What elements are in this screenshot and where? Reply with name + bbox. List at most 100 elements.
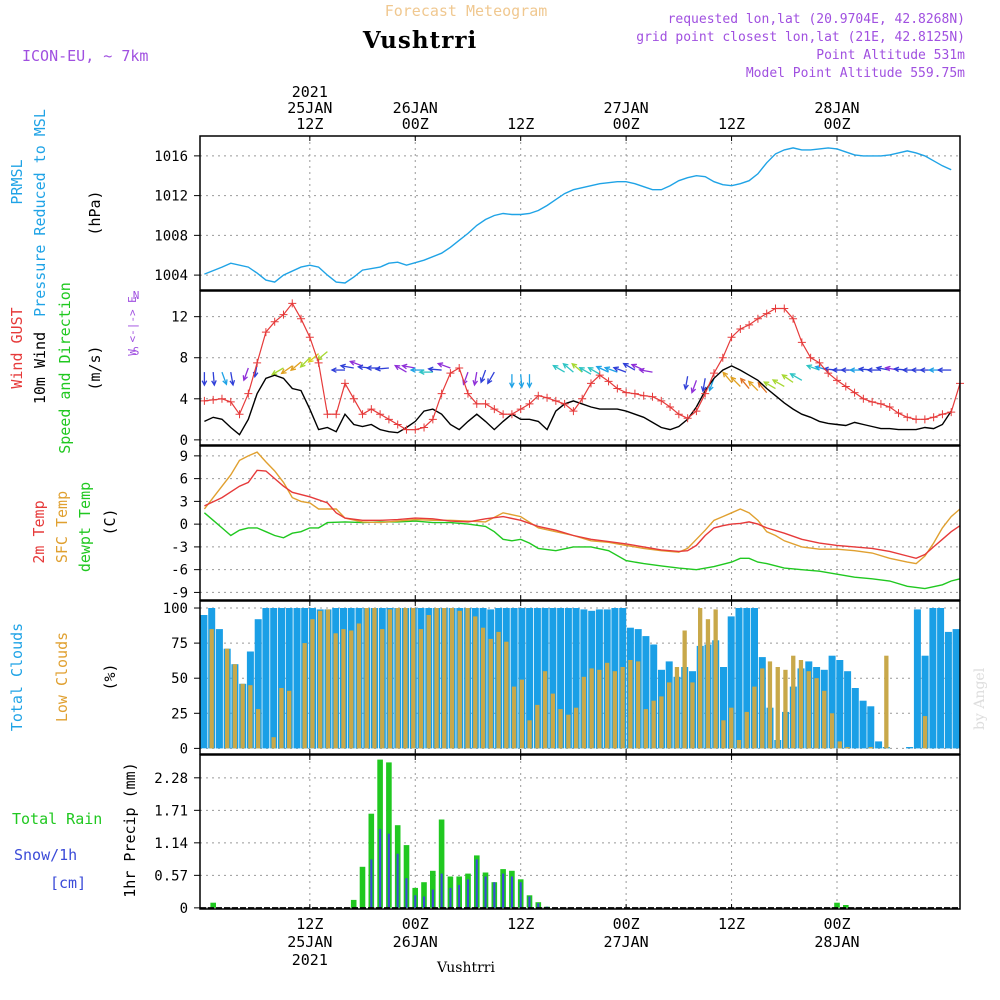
wind-arrow	[479, 369, 487, 384]
gust-marker	[639, 391, 648, 400]
wind-arrow-shaft	[487, 371, 495, 384]
wind-arrow	[603, 366, 618, 373]
cloud-bar-total	[642, 636, 650, 749]
wind-arrow-head	[919, 367, 926, 373]
cloud-bar-low	[364, 608, 369, 749]
cloud-bar-low	[612, 671, 617, 749]
wind-arrow	[393, 364, 407, 373]
axis-label-total-clouds: Total Clouds	[8, 623, 26, 731]
cloud-bar-low	[504, 641, 509, 749]
cloud-bar-total	[921, 655, 929, 749]
wind-arrow	[805, 364, 820, 371]
cloud-bar-low	[775, 667, 780, 749]
axis-label-snow: Snow/1h	[14, 846, 77, 864]
cloud-bar-low	[845, 747, 850, 749]
wind-arrow	[730, 376, 741, 387]
gust-marker	[393, 420, 402, 429]
cloud-bar-low	[558, 709, 563, 749]
y-tick-label: 1016	[154, 149, 188, 165]
wind-arrow-shaft	[428, 368, 442, 371]
precip-bar-snow	[510, 876, 513, 908]
wind-arrow-head	[299, 361, 306, 368]
wind-arrow	[509, 374, 515, 389]
wind-arrow-shaft	[571, 363, 583, 373]
cloud-bar-low	[535, 704, 540, 749]
wind-arrow-shaft	[221, 371, 228, 385]
wind-arrow-head	[739, 377, 746, 384]
wind-arrow-shaft	[473, 371, 478, 386]
wind-arrow	[348, 360, 363, 367]
gust-marker	[499, 410, 508, 419]
wind-arrow-head	[884, 365, 891, 372]
cloud-bar-low	[922, 716, 928, 749]
wind-arrow-head	[409, 367, 416, 373]
gust-marker	[437, 389, 446, 398]
cloud-bar-low	[643, 709, 648, 749]
wind-arrow	[487, 371, 495, 385]
gust-marker	[630, 389, 639, 398]
wind-arrow-shaft	[722, 371, 733, 383]
y-tick-label: 1012	[154, 189, 188, 205]
gust-marker	[463, 389, 472, 398]
wind-arrow-head	[289, 365, 297, 372]
cloud-bar-total	[952, 629, 960, 749]
wind-arrow	[242, 367, 249, 382]
gust-marker	[709, 369, 718, 378]
series-line-2m-temp	[204, 469, 961, 560]
gust-marker	[938, 410, 947, 419]
wind-arrow	[316, 351, 328, 361]
cloud-bar-low	[411, 608, 416, 749]
wind-arrow-head	[901, 367, 908, 373]
cloud-bar-low	[705, 619, 711, 749]
wind-arrow-head	[936, 367, 943, 373]
wind-arrow-head	[472, 379, 479, 387]
bottom-time-label: 26JAN	[393, 933, 438, 951]
cloud-bar-low	[713, 609, 718, 749]
wind-arrow	[307, 353, 320, 363]
top-time-label: 00Z	[613, 115, 640, 133]
wind-arrow-head	[730, 376, 737, 383]
axis-label-prmsl: PRMSL	[8, 159, 26, 204]
cloud-bar-low	[550, 693, 555, 749]
bottom-time-label: 12Z	[296, 915, 323, 933]
wind-arrow	[330, 367, 345, 373]
top-time-label: 26JAN	[393, 99, 438, 117]
y-tick-label: 1.71	[154, 803, 188, 819]
cloud-bar-total	[851, 688, 859, 749]
cloud-bar-total	[751, 608, 758, 749]
series-line-10m-wind	[204, 365, 952, 436]
wind-arrow-shaft	[480, 369, 487, 383]
wind-arrow-shaft	[308, 353, 320, 363]
wind-arrow-shaft	[613, 367, 627, 373]
cloud-bar-low	[884, 655, 889, 749]
precip-bar-rain	[430, 870, 436, 908]
gust-marker	[481, 399, 490, 408]
precip-bar-snow	[440, 873, 443, 908]
wind-arrow	[270, 367, 284, 376]
wind-arrow-head	[487, 378, 493, 385]
wind-arrow	[409, 367, 425, 373]
wind-arrow	[762, 381, 776, 390]
wind-arrow-shaft	[300, 357, 311, 368]
cloud-bar-low	[628, 660, 633, 749]
wind-arrow-head	[910, 367, 917, 373]
wind-arrow	[427, 366, 442, 373]
wind-arrow	[229, 371, 236, 387]
cloud-bar-total	[937, 608, 945, 749]
gust-marker	[420, 423, 429, 432]
cloud-bar-total	[859, 700, 867, 749]
gust-marker	[305, 333, 314, 342]
y-tick-label: 1.14	[154, 836, 188, 852]
wind-arrow	[587, 366, 601, 375]
precip-bar-snow	[414, 895, 417, 908]
gust-marker	[648, 392, 657, 401]
y-tick-label: -9	[171, 585, 188, 601]
gust-marker	[534, 391, 543, 400]
precip-bar-snow	[537, 903, 540, 908]
cloud-bar-low	[457, 610, 462, 749]
wind-arrow-shaft	[639, 369, 653, 373]
axis-label-total-rain: Total Rain	[12, 810, 102, 828]
cloud-bar-low	[605, 662, 610, 749]
wind-arrow-shaft	[691, 380, 698, 393]
bottom-time-label: 2021	[292, 951, 328, 969]
